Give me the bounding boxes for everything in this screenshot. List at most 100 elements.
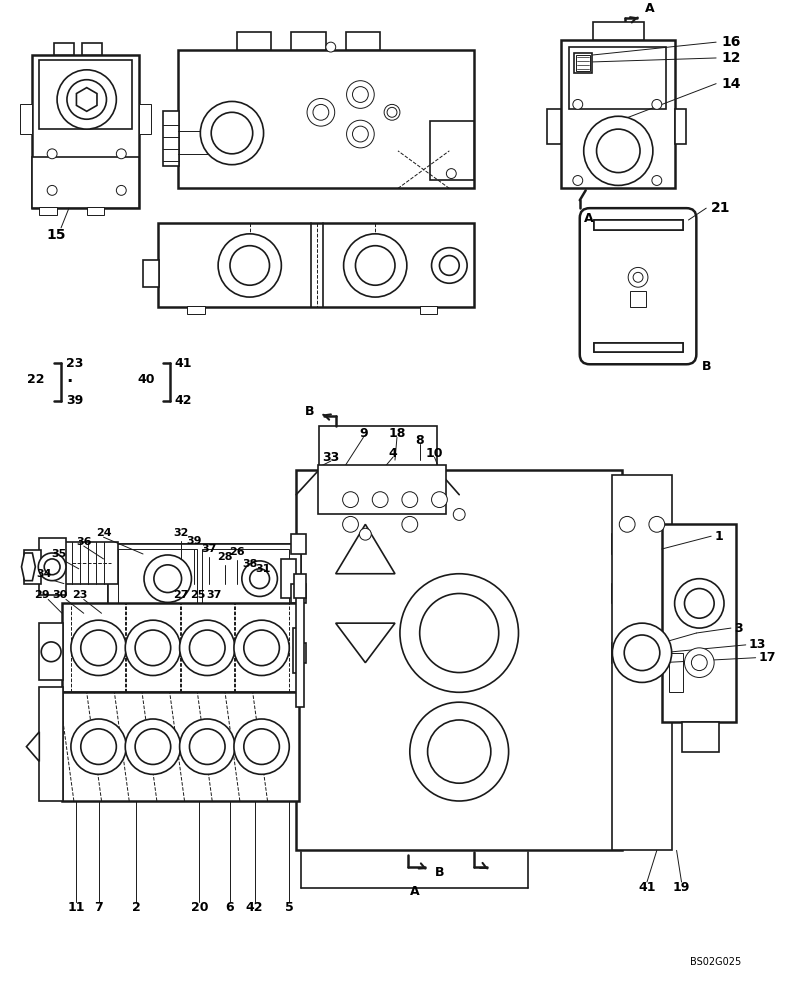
Bar (682, 722, 719, 752)
Text: B: B (434, 866, 444, 879)
Text: 21: 21 (712, 201, 730, 215)
Text: 28: 28 (217, 552, 232, 562)
Text: 37: 37 (202, 544, 217, 554)
Circle shape (117, 149, 126, 159)
Circle shape (440, 256, 459, 275)
Text: 16: 16 (721, 35, 741, 49)
Circle shape (584, 116, 653, 185)
Circle shape (352, 126, 368, 142)
Text: 42: 42 (246, 901, 263, 914)
Text: 1: 1 (714, 530, 723, 543)
Bar (569, 47, 666, 109)
Text: 2: 2 (132, 901, 140, 914)
Bar (143, 260, 159, 287)
Bar (593, 22, 644, 40)
Circle shape (612, 623, 671, 682)
Bar (429, 121, 474, 180)
Circle shape (446, 169, 456, 179)
Text: 27: 27 (173, 590, 188, 600)
Bar (296, 470, 623, 850)
Polygon shape (336, 524, 395, 574)
Circle shape (343, 492, 359, 508)
Bar (32, 157, 139, 208)
Bar (292, 584, 306, 603)
Bar (87, 207, 105, 215)
Bar (669, 653, 682, 692)
Text: ·: · (66, 373, 72, 391)
Text: 14: 14 (721, 77, 741, 91)
Bar (39, 207, 57, 215)
Bar (292, 32, 325, 50)
Circle shape (691, 655, 707, 671)
Circle shape (685, 648, 714, 677)
Text: 4: 4 (388, 447, 397, 460)
Text: 17: 17 (759, 651, 776, 664)
Bar (612, 534, 623, 554)
Text: 9: 9 (359, 427, 368, 440)
Text: 8: 8 (415, 434, 424, 447)
Bar (109, 544, 301, 613)
Polygon shape (21, 553, 35, 581)
Circle shape (125, 620, 180, 676)
Circle shape (189, 729, 225, 764)
Bar (24, 550, 41, 584)
Text: 24: 24 (95, 528, 111, 538)
Circle shape (47, 149, 57, 159)
Text: A: A (584, 212, 593, 225)
Circle shape (135, 630, 171, 666)
Text: B: B (304, 405, 314, 418)
Circle shape (81, 630, 117, 666)
Bar (630, 291, 646, 307)
Bar (593, 343, 682, 352)
Circle shape (313, 104, 329, 120)
Bar (593, 343, 682, 352)
Text: 39: 39 (66, 394, 84, 407)
Bar (139, 104, 151, 134)
Circle shape (180, 620, 235, 676)
Bar (662, 524, 736, 722)
Text: B: B (702, 360, 712, 373)
Circle shape (39, 553, 66, 581)
Text: 11: 11 (67, 901, 84, 914)
Circle shape (307, 98, 335, 126)
Circle shape (243, 729, 280, 764)
Bar (292, 534, 306, 554)
Circle shape (81, 729, 117, 764)
Text: 12: 12 (721, 51, 741, 65)
Bar (318, 465, 446, 514)
Circle shape (347, 81, 374, 108)
Bar (281, 559, 296, 598)
Polygon shape (336, 623, 395, 663)
Circle shape (242, 561, 277, 596)
Bar (118, 549, 197, 608)
Text: 42: 42 (175, 394, 192, 407)
Circle shape (624, 635, 660, 671)
Circle shape (125, 719, 180, 774)
Circle shape (652, 99, 662, 109)
Bar (237, 32, 272, 50)
Text: 37: 37 (206, 590, 222, 600)
Bar (62, 603, 299, 692)
Bar (612, 475, 671, 850)
Text: 5: 5 (285, 901, 294, 914)
Bar (203, 549, 289, 608)
Circle shape (67, 80, 106, 119)
Bar (188, 306, 206, 314)
Text: 15: 15 (46, 228, 66, 242)
Text: 36: 36 (76, 537, 91, 547)
Bar (64, 542, 118, 584)
Circle shape (420, 594, 499, 673)
Text: A: A (645, 2, 655, 15)
Text: BS02G025: BS02G025 (690, 957, 741, 967)
Bar (20, 104, 32, 134)
Circle shape (230, 246, 269, 285)
Text: 33: 33 (322, 451, 340, 464)
Circle shape (200, 101, 263, 165)
Text: 30: 30 (53, 590, 68, 600)
Bar (82, 43, 102, 55)
Text: 41: 41 (638, 881, 656, 894)
Circle shape (243, 630, 280, 666)
Text: 10: 10 (426, 447, 444, 460)
Bar (293, 628, 300, 673)
Circle shape (71, 620, 126, 676)
